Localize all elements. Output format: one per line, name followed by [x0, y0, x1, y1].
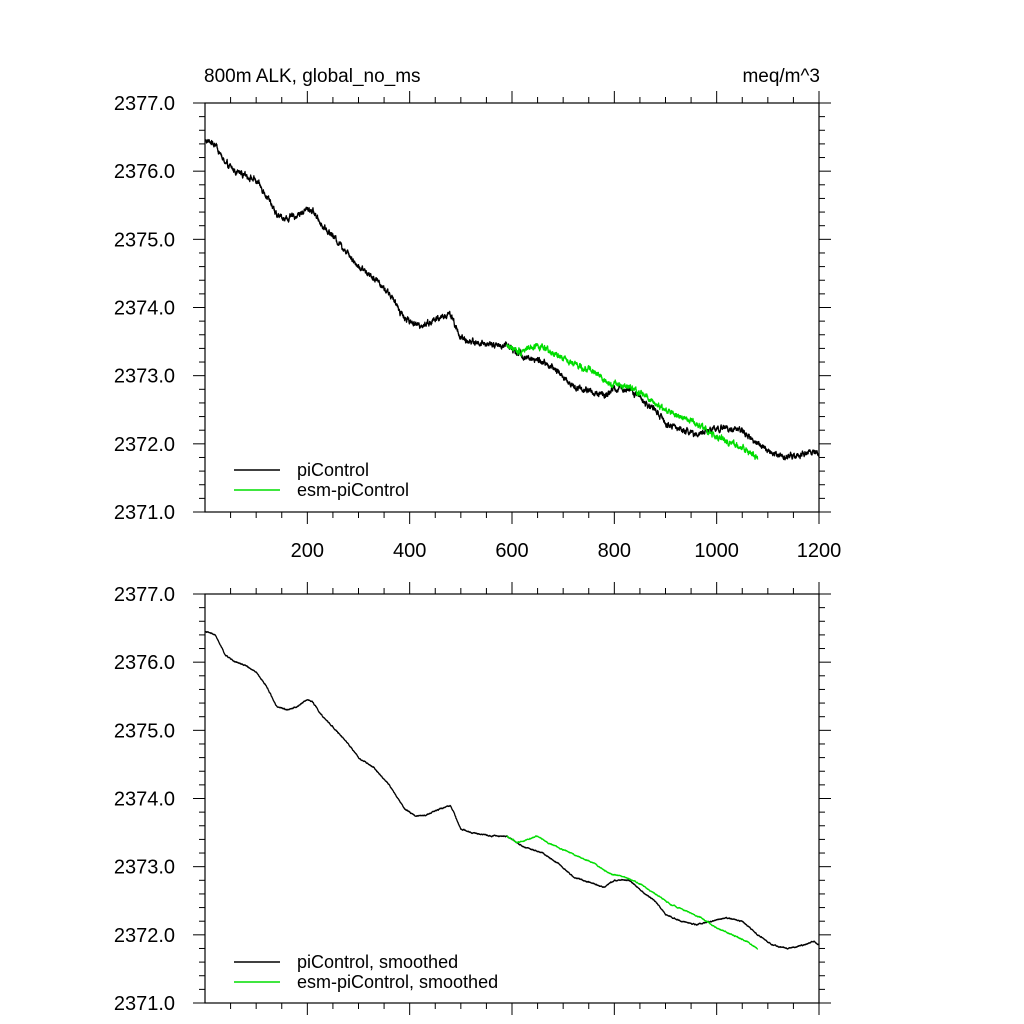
top-panel-frame — [204, 102, 820, 513]
legend-label-esm-picontrol: esm-piControl — [297, 480, 409, 500]
x-tick-label: 1200 — [797, 540, 842, 562]
y-tick-label: 2374.0 — [114, 298, 175, 320]
bottom-panel-frame — [204, 593, 820, 1004]
chart-title: 800m ALK, global_no_ms — [204, 66, 421, 87]
bottom-panel-series — [204, 630, 820, 950]
y-tick-label: 2376.0 — [114, 161, 175, 183]
units-label: meq/m^3 — [742, 66, 820, 87]
y-tick-label: 2373.0 — [114, 857, 175, 879]
x-tick-label: 1000 — [694, 540, 739, 562]
legend-label-picontrol: piControl — [297, 460, 369, 480]
bottom-panel-legend: piControl, smoothed esm-piControl, smoot… — [234, 952, 498, 992]
y-tick-label: 2376.0 — [114, 652, 175, 674]
top-panel: 800m ALK, global_no_ms meq/m^3 2371.0237… — [114, 66, 841, 562]
bottom-panel: 2371.0 2372.0 2373.0 2374.0 2375.0 2376.0 2377… — [114, 582, 831, 1015]
y-tick-label: 2373.0 — [114, 366, 175, 388]
y-tick-label: 2377.0 — [114, 584, 175, 606]
y-tick-label: 2371.0 — [114, 502, 175, 524]
bottom-panel-ticks: 2371.0 2372.0 2373.0 2374.0 2375.0 2376.0 2377… — [114, 582, 831, 1015]
x-tick-label: 400 — [393, 540, 426, 562]
y-tick-label: 2374.0 — [114, 789, 175, 811]
top-panel-ticks: 2371.0 2372.0 2373.0 2374.0 2375.0 2376.0 2377… — [114, 91, 841, 562]
x-tick-label: 800 — [598, 540, 631, 562]
y-tick-label: 2371.0 — [114, 993, 175, 1015]
legend-label-picontrol-smoothed: piControl, smoothed — [297, 952, 458, 972]
top-panel-series — [204, 138, 820, 461]
x-tick-label: 200 — [291, 540, 324, 562]
x-tick-label: 600 — [495, 540, 528, 562]
legend-label-esm-picontrol-smoothed: esm-piControl, smoothed — [297, 972, 498, 992]
y-tick-label: 2375.0 — [114, 720, 175, 742]
y-tick-label: 2372.0 — [114, 434, 175, 456]
series-line-esm-picontrol — [506, 343, 759, 461]
y-tick-label: 2377.0 — [114, 93, 175, 115]
y-tick-label: 2372.0 — [114, 925, 175, 947]
series-line-esm-picontrol-smoothed — [506, 835, 759, 950]
y-tick-label: 2375.0 — [114, 229, 175, 251]
top-panel-legend: piControl esm-piControl — [234, 460, 409, 500]
